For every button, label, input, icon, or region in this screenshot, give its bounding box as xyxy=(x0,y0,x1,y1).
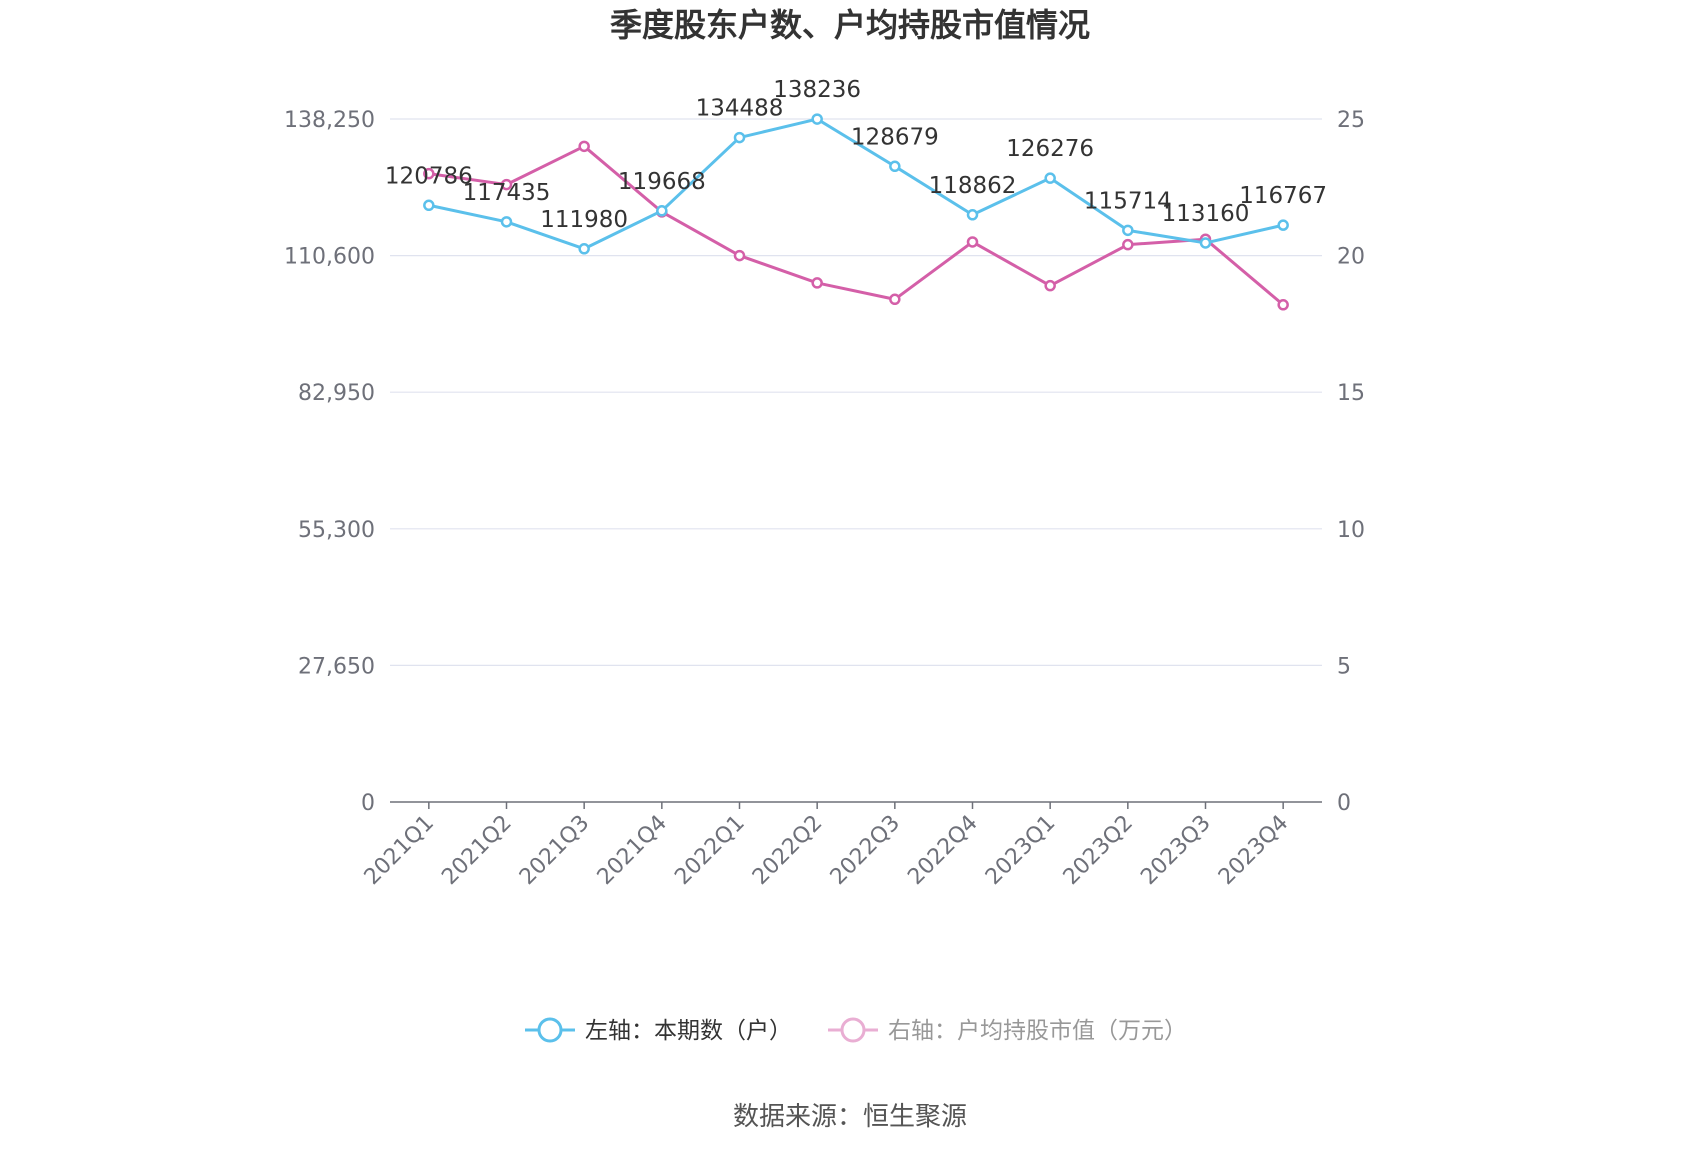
data-label: 126276 xyxy=(1006,136,1094,162)
data-point[interactable] xyxy=(500,178,513,191)
data-label: 118862 xyxy=(929,173,1017,199)
left-y-axis: 0 27,650 55,300 82,950 110,600 138,250 xyxy=(284,108,375,816)
x-axis-tick-label: 2021Q1 xyxy=(360,811,439,890)
x-axis-tick-label: 2021Q3 xyxy=(515,811,594,890)
right-axis-tick-label: 25 xyxy=(1337,108,1365,133)
data-label: 111980 xyxy=(540,207,628,233)
legend-circle-icon xyxy=(537,1017,563,1043)
right-axis-tick-label: 15 xyxy=(1337,381,1365,406)
x-axis-tick-label: 2023Q2 xyxy=(1059,811,1138,890)
legend-item[interactable]: 右轴：户均持股市值（万元） xyxy=(828,1017,1187,1044)
left-axis-tick-label: 27,650 xyxy=(298,654,375,679)
left-axis-tick-label: 110,600 xyxy=(284,245,375,270)
data-point[interactable] xyxy=(578,243,590,255)
data-point[interactable] xyxy=(733,131,746,144)
data-label: 119668 xyxy=(618,169,706,195)
x-axis-tick-label: 2021Q2 xyxy=(437,811,516,890)
data-point[interactable] xyxy=(733,249,746,262)
data-label: 115714 xyxy=(1084,188,1172,214)
data-point[interactable] xyxy=(1277,299,1289,311)
series-line xyxy=(428,117,1284,251)
legend-label: 左轴：本期数（户） xyxy=(585,1018,792,1044)
data-point[interactable] xyxy=(1122,224,1134,237)
data-point[interactable] xyxy=(500,216,513,228)
data-label: 138236 xyxy=(773,77,861,103)
right-axis-tick-label: 0 xyxy=(1337,791,1351,816)
x-axis-tick-label: 2022Q4 xyxy=(903,811,982,890)
data-point[interactable] xyxy=(656,205,668,217)
left-axis-tick-label: 0 xyxy=(361,791,375,816)
right-axis-tick-label: 5 xyxy=(1337,654,1351,679)
data-point[interactable] xyxy=(1199,237,1212,249)
x-axis-tick-label: 2023Q4 xyxy=(1214,811,1293,890)
series-layer xyxy=(423,113,1289,311)
x-axis-tick-label: 2021Q4 xyxy=(593,811,672,890)
x-axis-tick-label: 2023Q3 xyxy=(1136,811,1215,890)
left-axis-tick-label: 82,950 xyxy=(298,381,375,406)
data-point[interactable] xyxy=(1122,238,1134,251)
data-point[interactable] xyxy=(966,209,979,221)
right-y-axis: 0 5 10 15 20 25 xyxy=(1337,108,1365,816)
left-axis-tick-label: 138,250 xyxy=(284,108,375,133)
x-axis: 2021Q12021Q22021Q32021Q42022Q12022Q22022… xyxy=(360,801,1322,890)
data-point[interactable] xyxy=(811,277,823,289)
source-note: 数据来源：恒生聚源 xyxy=(733,1102,967,1132)
chart-title: 季度股东户数、户均持股市值情况 xyxy=(610,6,1090,44)
data-label: 117435 xyxy=(463,180,551,206)
data-label: 116767 xyxy=(1239,183,1327,209)
right-axis-tick-label: 20 xyxy=(1337,245,1365,270)
x-axis-tick-label: 2022Q1 xyxy=(670,811,749,890)
data-point[interactable] xyxy=(1044,279,1056,292)
data-point[interactable] xyxy=(889,160,901,173)
legend-label: 右轴：户均持股市值（万元） xyxy=(888,1018,1187,1044)
left-axis-tick-label: 55,300 xyxy=(298,518,375,543)
data-point[interactable] xyxy=(1044,172,1056,184)
x-axis-tick-label: 2022Q3 xyxy=(826,811,905,890)
legend-item[interactable]: 左轴：本期数（户） xyxy=(525,1017,792,1044)
legend[interactable]: 左轴：本期数（户） 右轴：户均持股市值（万元） xyxy=(525,1017,1187,1044)
legend-circle-icon xyxy=(840,1017,866,1043)
data-label: 120786 xyxy=(385,163,473,189)
grid-lines xyxy=(390,118,1322,667)
right-axis-tick-label: 10 xyxy=(1337,518,1365,543)
data-point[interactable] xyxy=(578,140,590,153)
data-point[interactable] xyxy=(889,293,901,306)
data-label: 134488 xyxy=(696,96,784,122)
data-point[interactable] xyxy=(423,167,435,180)
x-axis-tick-label: 2022Q2 xyxy=(748,811,827,890)
data-point[interactable] xyxy=(1277,219,1289,231)
data-label: 128679 xyxy=(851,124,939,150)
data-point[interactable] xyxy=(966,236,979,248)
x-axis-tick-label: 2023Q1 xyxy=(981,811,1060,890)
data-point[interactable] xyxy=(811,113,823,125)
data-point[interactable] xyxy=(423,199,435,212)
series-line xyxy=(428,144,1285,306)
data-label: 113160 xyxy=(1162,201,1250,227)
